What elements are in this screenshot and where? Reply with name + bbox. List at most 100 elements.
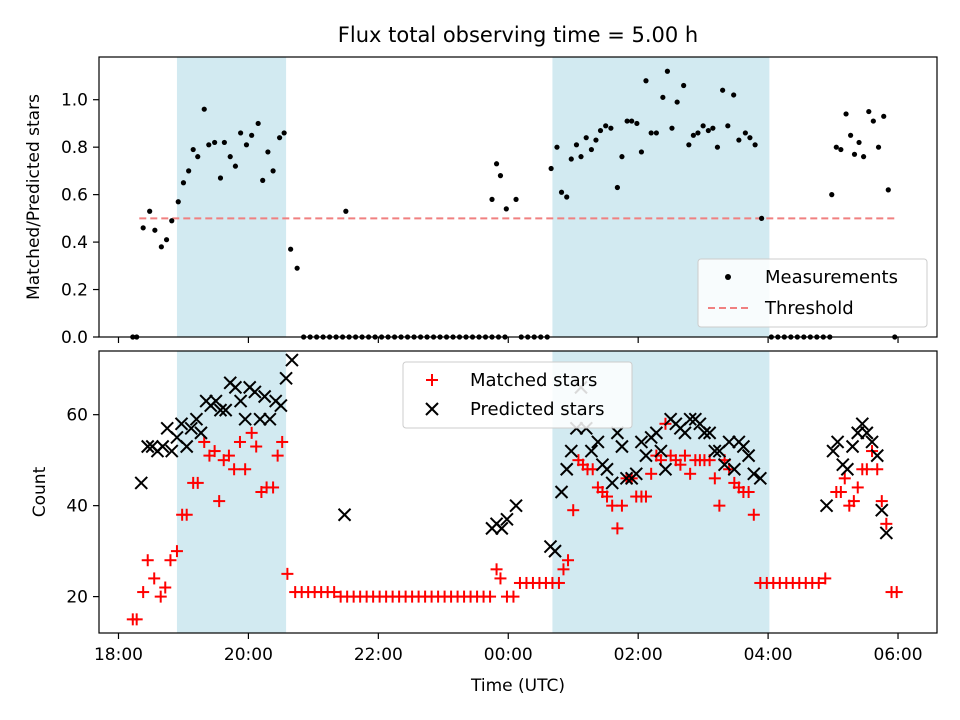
matched-point xyxy=(562,554,575,567)
measurement-point xyxy=(243,142,250,148)
measurement-point xyxy=(497,173,504,179)
measurement-point xyxy=(140,225,146,231)
bottom-xtick-label: 18:00 xyxy=(94,645,143,665)
measurement-point xyxy=(195,154,201,160)
measurement-point xyxy=(158,244,164,250)
matched-point xyxy=(713,499,726,512)
bottom-ytick-label: 40 xyxy=(66,497,88,517)
predicted-point xyxy=(722,435,736,449)
legend-predicted-label: Predicted stars xyxy=(470,399,604,420)
measurement-point xyxy=(583,135,589,141)
predicted-point xyxy=(683,412,697,426)
matched-point xyxy=(674,458,687,471)
matched-point xyxy=(233,435,246,448)
predicted-point xyxy=(678,426,692,440)
top-ytick-label: 0.4 xyxy=(61,233,88,253)
measurement-point xyxy=(710,125,716,131)
predicted-point xyxy=(218,403,233,417)
measurement-point xyxy=(558,189,565,195)
measurement-point xyxy=(265,149,271,155)
predicted-point xyxy=(830,435,845,449)
top-ylabel: Matched/Predicted stars xyxy=(24,94,44,300)
measurement-point xyxy=(714,144,721,150)
predicted-point xyxy=(619,471,634,486)
matched-point xyxy=(684,467,697,480)
bottom-legend-box xyxy=(402,361,633,429)
measurement-point xyxy=(700,123,706,129)
measurement-point xyxy=(564,194,570,200)
legend-measurements-label: Measurements xyxy=(765,267,898,288)
predicted-point xyxy=(860,426,874,440)
predicted-point xyxy=(855,417,870,431)
measurement-point xyxy=(885,187,891,193)
measurement-point xyxy=(848,132,854,138)
predicted-point xyxy=(826,444,840,458)
matched-point xyxy=(328,586,341,599)
top-shaded-interval xyxy=(176,57,287,337)
measurement-point xyxy=(690,132,696,138)
legend-matched-label: Matched stars xyxy=(470,370,597,391)
predicted-point xyxy=(736,439,751,454)
matched-point xyxy=(267,481,280,494)
measurement-point xyxy=(648,130,654,136)
matched-point xyxy=(154,590,167,603)
matched-point xyxy=(271,449,284,462)
predicted-point xyxy=(605,476,619,490)
predicted-point xyxy=(840,462,855,476)
top-panel: 0.0 0.2 0.4 0.6 0.8 1.0 Matched/Predicted sta… xyxy=(24,56,938,348)
predicted-point xyxy=(263,412,277,426)
bottom-xtick-label: 04:00 xyxy=(744,645,793,665)
measurement-point xyxy=(152,227,158,233)
matched-point xyxy=(871,463,884,476)
predicted-point xyxy=(717,458,732,472)
measurement-point xyxy=(232,163,239,169)
bottom-yticks-layer: 20 40 60 xyxy=(66,406,99,608)
measurement-point xyxy=(833,144,839,150)
predicted-point xyxy=(179,439,194,454)
bottom-ytick-label: 20 xyxy=(66,588,88,608)
legend-matched-marker xyxy=(426,374,438,386)
measurement-point xyxy=(288,246,294,252)
predicted-point xyxy=(285,353,299,367)
top-ytick-label: 1.0 xyxy=(61,91,88,111)
measurement-point xyxy=(206,142,212,148)
legend-predicted-marker xyxy=(425,402,439,416)
predicted-point xyxy=(634,435,649,449)
predicted-point xyxy=(629,467,643,481)
measurement-point xyxy=(175,199,181,205)
predicted-point xyxy=(238,412,252,426)
measurement-point xyxy=(281,130,287,136)
measurement-point xyxy=(190,146,196,153)
predicted-point xyxy=(639,448,653,463)
predicted-point xyxy=(697,426,712,440)
bottom-xtick-label: 22:00 xyxy=(354,645,403,665)
matched-point xyxy=(276,435,289,448)
predicted-point xyxy=(708,444,722,458)
measurement-point xyxy=(851,151,858,157)
measurement-point xyxy=(695,130,701,136)
measurement-point xyxy=(343,208,349,214)
predicted-point xyxy=(257,389,272,404)
matched-point xyxy=(819,572,832,585)
legend-threshold-label: Threshold xyxy=(764,298,854,319)
matched-point xyxy=(180,508,193,521)
measurement-point xyxy=(759,215,765,221)
measurement-point xyxy=(548,165,554,172)
matched-point xyxy=(141,554,154,567)
measurement-point xyxy=(619,154,625,160)
measurement-point xyxy=(489,196,495,202)
measurement-point xyxy=(554,144,560,150)
matched-point xyxy=(708,472,721,485)
matched-point xyxy=(812,576,825,589)
matched-point xyxy=(611,522,624,535)
measurement-point xyxy=(513,196,519,202)
bottom-xtick-label: 02:00 xyxy=(614,645,663,665)
predicted-point xyxy=(184,421,198,436)
measurement-point xyxy=(186,168,192,174)
measurement-point xyxy=(624,118,630,124)
measurement-point xyxy=(238,130,244,136)
measurement-point xyxy=(838,146,844,153)
measurement-point xyxy=(686,142,692,148)
bottom-xtick-label: 00:00 xyxy=(484,645,533,665)
predicted-point xyxy=(509,498,523,513)
